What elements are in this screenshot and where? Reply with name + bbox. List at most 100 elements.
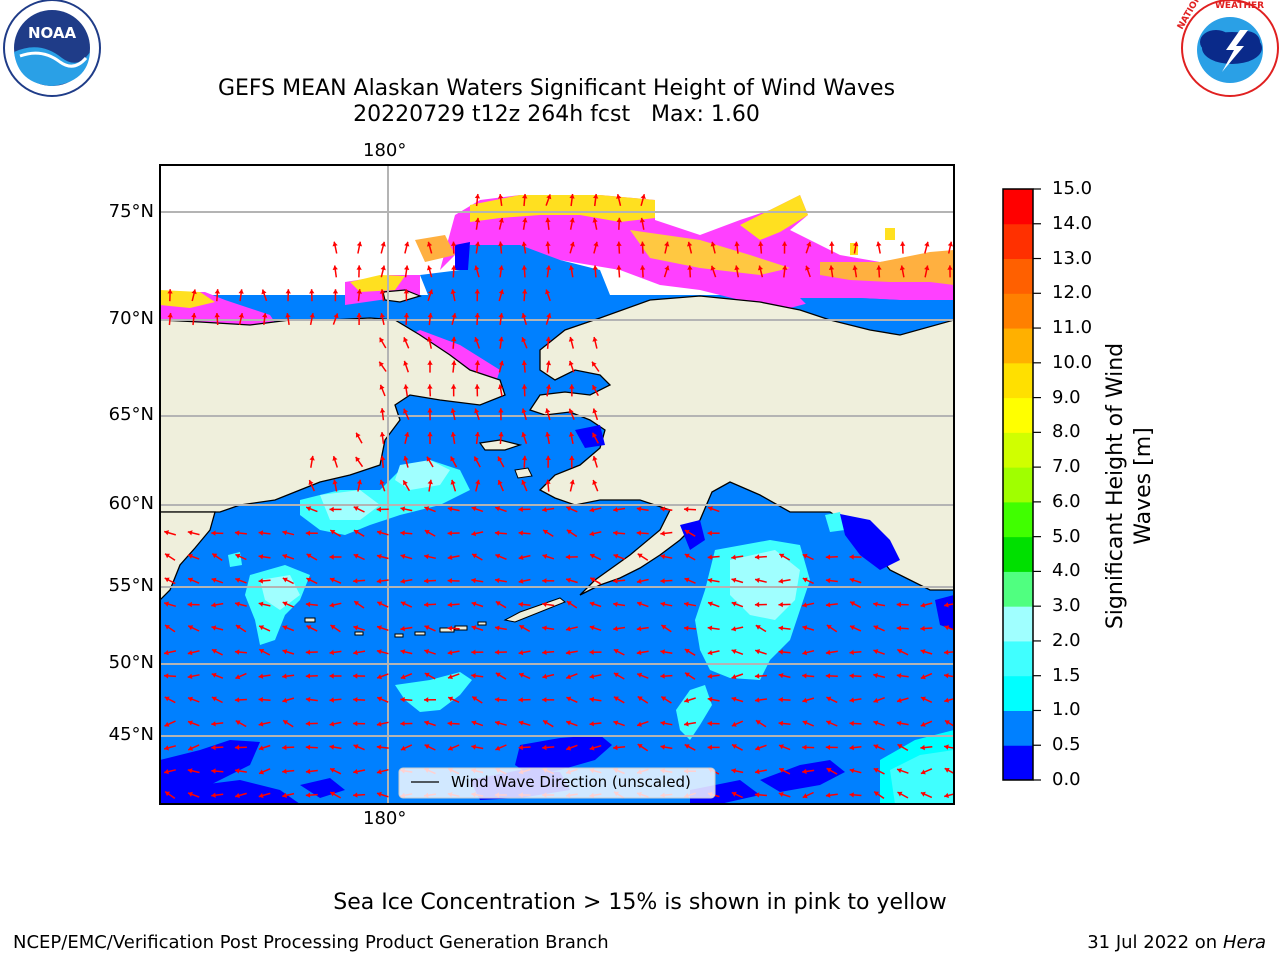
wind-wave-arrowhead xyxy=(474,313,480,318)
wind-wave-arrowhead xyxy=(377,696,383,702)
wind-wave-arrowhead xyxy=(569,217,575,223)
wind-wave-arrowhead xyxy=(494,697,500,703)
title-line-2: 20220729 t12z 264h fcst Max: 1.60 xyxy=(353,102,760,127)
colorbar-band xyxy=(1003,397,1033,433)
wind-wave-arrowhead xyxy=(400,530,405,536)
wind-wave-arrowhead xyxy=(518,720,524,726)
wind-wave-arrowhead xyxy=(593,194,599,199)
wind-wave-arrowhead xyxy=(353,625,359,631)
wind-wave-arrowhead xyxy=(282,577,288,583)
wind-wave-arrowhead xyxy=(802,744,807,750)
wind-wave-arrowhead xyxy=(353,673,358,679)
wind-wave-arrowhead xyxy=(828,265,835,270)
wind-wave-arrowhead xyxy=(826,768,832,773)
wind-wave-arrowhead xyxy=(661,625,667,630)
wind-wave-arrowhead xyxy=(849,768,855,774)
wind-wave-arrowhead xyxy=(613,601,618,607)
colorbar-tick-label: 15.0 xyxy=(1052,178,1093,199)
aleutian-islands xyxy=(304,597,566,638)
wind-wave-arrowhead xyxy=(755,577,760,583)
colorbar-tick-label: 3.0 xyxy=(1052,595,1081,617)
wind-wave-arrowhead xyxy=(403,456,409,461)
lon-label-bottom: 180° xyxy=(363,808,407,829)
wind-wave-arrowhead xyxy=(285,289,291,294)
colorbar-band xyxy=(1003,675,1033,711)
wind-wave-arrowhead xyxy=(187,530,193,536)
wind-wave-arrowhead xyxy=(660,673,665,679)
wind-wave-arrowhead xyxy=(165,625,170,630)
wind-wave-arrowhead xyxy=(497,456,503,462)
wind-wave-arrowhead xyxy=(451,360,457,366)
lat-label-55: 55°N xyxy=(108,575,154,596)
wind-wave-arrowhead xyxy=(920,696,926,702)
colorbar-tick-label: 13.0 xyxy=(1052,247,1093,269)
wind-wave-arrowhead xyxy=(306,577,312,583)
wind-wave-arrowhead xyxy=(924,241,930,247)
wind-wave-arrowhead xyxy=(165,791,171,797)
wind-wave-arrowhead xyxy=(947,241,953,247)
wind-wave-arrowhead xyxy=(329,721,335,727)
wind-wave-arrowhead xyxy=(305,601,311,608)
wind-wave-arrowhead xyxy=(640,241,646,246)
wind-wave-arrowhead xyxy=(802,697,808,703)
wind-wave-arrowhead xyxy=(825,602,831,608)
wind-wave-arrowhead xyxy=(475,479,481,485)
wind-wave-arrowhead xyxy=(258,530,264,536)
colorbar xyxy=(1003,188,1041,781)
caption: Sea Ice Concentration > 15% is shown in … xyxy=(333,890,947,915)
wind-wave-arrowhead xyxy=(258,792,264,799)
nws-logo-icon: NATIONAL WEATHER xyxy=(1176,0,1279,97)
wind-wave-arrowhead xyxy=(424,672,430,678)
wind-wave-arrowhead xyxy=(920,791,926,797)
wind-wave-arrowhead xyxy=(447,506,453,512)
wind-wave-arrowhead xyxy=(849,792,854,798)
wind-wave-arrowhead xyxy=(518,578,524,584)
wind-wave-arrowhead xyxy=(379,289,386,294)
wind-wave-arrowhead xyxy=(896,601,901,608)
wind-wave-arrowhead xyxy=(849,697,855,703)
wind-wave-arrowhead xyxy=(521,360,527,366)
wind-wave-arrowhead xyxy=(332,265,338,270)
wind-wave-arrowhead xyxy=(471,531,477,537)
wind-wave-arrowhead xyxy=(404,241,410,247)
wind-wave-arrowhead xyxy=(474,408,480,414)
wind-wave-arrowhead xyxy=(258,673,264,679)
wind-wave-arrowhead xyxy=(639,217,645,223)
wind-wave-arrowhead xyxy=(330,791,336,797)
wind-wave-arrowhead xyxy=(566,674,572,680)
wind-wave-arrowhead xyxy=(235,553,241,559)
wind-wave-arrowhead xyxy=(329,577,335,583)
wind-wave-arrowhead xyxy=(447,649,453,656)
wind-wave-arrowhead xyxy=(545,217,551,223)
wind-wave-arrowhead xyxy=(353,553,359,559)
wind-wave-arrowhead xyxy=(404,265,410,270)
colorbar-tick-label: 11.0 xyxy=(1052,317,1093,339)
wind-wave-arrowhead xyxy=(447,530,452,536)
wind-wave-arrowhead xyxy=(542,578,547,584)
wind-wave-arrowhead xyxy=(616,194,622,199)
wind-wave-arrowhead xyxy=(474,384,480,389)
wind-wave-arrowhead xyxy=(282,601,288,607)
wind-wave-arrowhead xyxy=(518,554,524,560)
wind-wave-arrowhead xyxy=(447,602,453,608)
wind-wave-arrowhead xyxy=(400,553,406,560)
lat-label-60: 60°N xyxy=(108,493,154,514)
wind-wave-arrowhead xyxy=(211,721,216,727)
wind-wave-arrowhead xyxy=(569,241,575,247)
wind-wave-arrowhead xyxy=(306,553,312,559)
wind-wave-arrowhead xyxy=(755,768,760,775)
wind-wave-arrowhead xyxy=(474,289,480,294)
wind-wave-arrowhead xyxy=(164,696,170,702)
wind-wave-arrowhead xyxy=(660,720,666,726)
wind-wave-arrowhead xyxy=(309,289,315,294)
wind-wave-arrowhead xyxy=(329,673,334,679)
wind-wave-arrowhead xyxy=(543,530,549,535)
wind-wave-arrowhead xyxy=(498,194,504,199)
wind-wave-arrowhead xyxy=(305,530,311,536)
wind-wave-arrowhead xyxy=(258,745,264,751)
wind-wave-arrowhead xyxy=(400,674,406,680)
wind-wave-arrowhead xyxy=(545,408,551,414)
wind-wave-arrowhead xyxy=(187,768,193,774)
wind-wave-arrowhead xyxy=(802,625,808,631)
wind-wave-arrowhead xyxy=(589,625,595,631)
